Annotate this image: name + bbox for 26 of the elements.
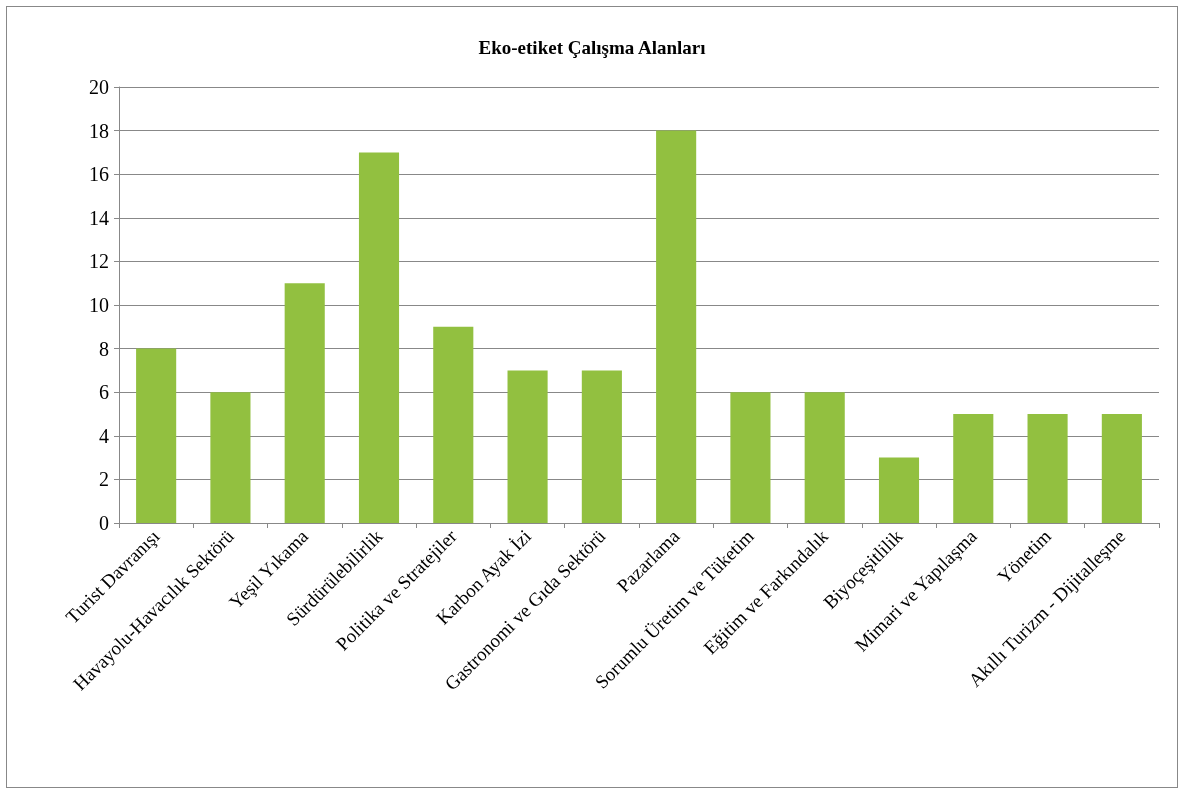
bar [507, 370, 548, 523]
bar [136, 348, 177, 523]
y-tick-label: 10 [89, 294, 109, 316]
bar [210, 392, 251, 523]
bar [730, 392, 771, 523]
bar [433, 326, 474, 523]
y-tick-label: 6 [99, 381, 109, 404]
y-tick-label: 2 [99, 468, 109, 491]
y-tick-label: 0 [99, 512, 109, 534]
bar [804, 392, 845, 523]
y-tick-label: 4 [99, 424, 109, 447]
chart-title: Eko-etiket Çalışma Alanları [478, 37, 706, 58]
bar [284, 283, 325, 523]
y-tick-label: 18 [89, 119, 109, 142]
bar [1027, 414, 1068, 523]
bar [878, 457, 920, 523]
y-tick-label: 14 [89, 206, 109, 229]
y-tick-label: 12 [89, 250, 109, 273]
y-tick-label: 20 [89, 76, 109, 98]
bar [358, 152, 400, 523]
bar [581, 370, 622, 523]
y-tick-label: 8 [99, 337, 109, 360]
bar [953, 414, 994, 523]
y-tick-label: 16 [89, 163, 109, 186]
bar [656, 130, 697, 523]
bar [1101, 414, 1142, 523]
